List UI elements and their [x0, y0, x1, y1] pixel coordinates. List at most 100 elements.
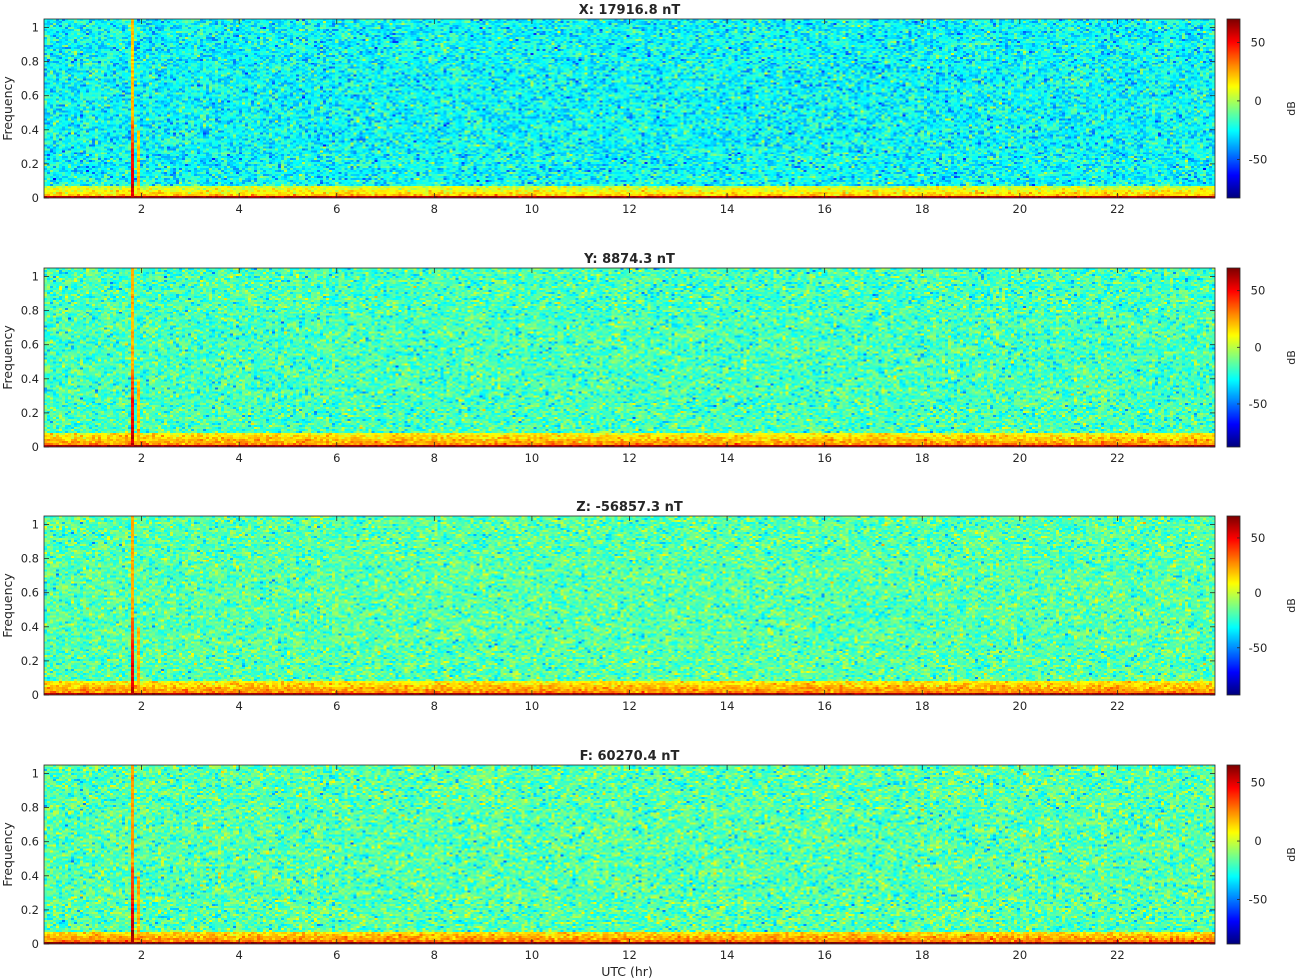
x-tick-label: 4 [236, 451, 243, 465]
y-tick-label: 0 [32, 191, 39, 205]
colorbar-tick-label: 0 [1254, 94, 1261, 108]
y-tick-label: 0.6 [21, 89, 39, 103]
x-tick-label: 12 [622, 699, 637, 713]
x-tick-label: 6 [333, 948, 340, 962]
y-tick-label: 0.8 [21, 55, 39, 69]
colorbar [1227, 516, 1240, 695]
y-axis-label: Frequency [0, 573, 15, 638]
spectrogram-heatmap [44, 268, 1215, 447]
y-tick-label: 0 [32, 440, 39, 454]
colorbar-label: dB [1285, 350, 1297, 365]
colorbar-tick-label: 0 [1254, 340, 1261, 354]
x-tick-label: 14 [720, 699, 735, 713]
x-tick-label: 8 [431, 451, 438, 465]
y-tick-label: 0.4 [21, 123, 39, 137]
y-tick-label: 0.6 [21, 586, 39, 600]
colorbar-tick-label: -50 [1249, 641, 1268, 655]
y-tick-label: 0 [32, 937, 39, 951]
colorbar [1227, 765, 1240, 944]
x-tick-label: 8 [431, 202, 438, 216]
y-axis-label: Frequency [0, 76, 15, 141]
y-tick-label: 0.8 [21, 801, 39, 815]
y-tick-label: 0.2 [21, 654, 39, 668]
x-tick-label: 10 [525, 202, 540, 216]
colorbar-label: dB [1285, 847, 1297, 862]
x-axis-label: UTC (hr) [601, 964, 653, 979]
x-tick-label: 4 [236, 948, 243, 962]
x-tick-label: 4 [236, 699, 243, 713]
spectrogram-heatmap [44, 19, 1215, 198]
x-tick-label: 2 [138, 699, 145, 713]
colorbar [1227, 268, 1240, 447]
x-tick-label: 22 [1110, 202, 1125, 216]
spectrogram-heatmap [44, 516, 1215, 695]
x-tick-label: 18 [915, 451, 930, 465]
x-tick-label: 2 [138, 948, 145, 962]
x-tick-label: 20 [1013, 451, 1028, 465]
y-tick-label: 0.8 [21, 552, 39, 566]
y-tick-label: 1 [32, 518, 39, 532]
x-tick-label: 14 [720, 202, 735, 216]
colorbar-frame [1226, 18, 1241, 199]
y-tick-label: 0.2 [21, 903, 39, 917]
x-tick-label: 20 [1013, 948, 1028, 962]
x-tick-label: 16 [817, 451, 832, 465]
x-tick-label: 12 [622, 948, 637, 962]
y-tick-label: 0.6 [21, 835, 39, 849]
x-tick-label: 6 [333, 699, 340, 713]
x-tick-label: 10 [525, 699, 540, 713]
x-tick-label: 10 [525, 451, 540, 465]
colorbar-tick-label: 50 [1251, 284, 1266, 298]
colorbar-tick-label: -50 [1249, 893, 1268, 907]
y-tick-label: 0.4 [21, 620, 39, 634]
x-tick-label: 22 [1110, 948, 1125, 962]
panel-title: F: 60270.4 nT [580, 749, 680, 764]
spectrogram-heatmap [44, 765, 1215, 944]
x-tick-label: 2 [138, 202, 145, 216]
x-tick-label: 4 [236, 202, 243, 216]
colorbar-frame [1226, 515, 1241, 696]
x-tick-label: 18 [915, 699, 930, 713]
y-tick-label: 0.4 [21, 372, 39, 386]
x-tick-label: 16 [817, 948, 832, 962]
colorbar-tick-label: 50 [1251, 531, 1266, 545]
x-tick-label: 8 [431, 699, 438, 713]
panel-title: Z: -56857.3 nT [576, 500, 683, 515]
x-tick-label: 6 [333, 202, 340, 216]
y-tick-label: 0.2 [21, 157, 39, 171]
x-tick-label: 18 [915, 202, 930, 216]
x-tick-label: 2 [138, 451, 145, 465]
y-tick-label: 0.4 [21, 869, 39, 883]
y-axis-label: Frequency [0, 822, 15, 887]
colorbar-tick-label: 50 [1251, 35, 1266, 49]
y-tick-label: 0 [32, 688, 39, 702]
y-tick-label: 1 [32, 270, 39, 284]
x-tick-label: 22 [1110, 699, 1125, 713]
colorbar-label: dB [1285, 598, 1297, 613]
x-tick-label: 18 [915, 948, 930, 962]
x-tick-label: 6 [333, 451, 340, 465]
colorbar-tick-label: 0 [1254, 586, 1261, 600]
x-tick-label: 12 [622, 451, 637, 465]
y-tick-label: 0.6 [21, 338, 39, 352]
colorbar-tick-label: 0 [1254, 834, 1261, 848]
x-tick-label: 22 [1110, 451, 1125, 465]
x-tick-label: 8 [431, 948, 438, 962]
x-tick-label: 14 [720, 948, 735, 962]
colorbar-frame [1226, 764, 1241, 945]
y-tick-label: 1 [32, 21, 39, 35]
y-tick-label: 1 [32, 767, 39, 781]
x-tick-label: 20 [1013, 699, 1028, 713]
y-axis-label: Frequency [0, 325, 15, 390]
x-tick-label: 20 [1013, 202, 1028, 216]
panel-title: Y: 8874.3 nT [583, 252, 675, 267]
y-tick-label: 0.2 [21, 406, 39, 420]
y-tick-label: 0.8 [21, 304, 39, 318]
colorbar-label: dB [1285, 101, 1297, 116]
x-tick-label: 12 [622, 202, 637, 216]
